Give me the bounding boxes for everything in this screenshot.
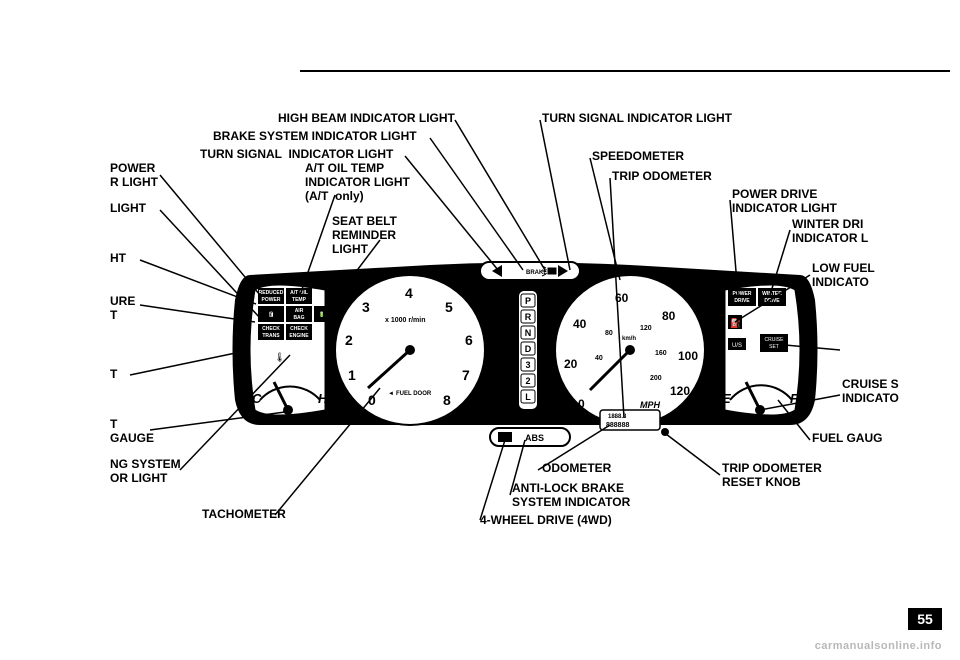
svg-text:120: 120	[640, 325, 652, 332]
label-at-oil: A/T OIL TEMP INDICATOR LIGHT (A/T only)	[305, 162, 410, 203]
svg-text:🛢: 🛢	[268, 311, 274, 318]
svg-text:1: 1	[348, 367, 356, 383]
label-abs: ANTI-LOCK BRAKE SYSTEM INDICATOR	[512, 482, 630, 510]
label-tachometer: TACHOMETER	[202, 508, 286, 522]
svg-text:0: 0	[578, 397, 585, 411]
label-cruise: CRUISE S INDICATO	[842, 378, 899, 406]
svg-text:4: 4	[405, 285, 413, 301]
svg-text:6: 6	[465, 332, 473, 348]
label-seatbelt: SEAT BELT REMINDER LIGHT	[332, 215, 397, 256]
svg-text:km/h: km/h	[622, 336, 636, 342]
svg-text:2: 2	[525, 376, 530, 386]
svg-text:MPH: MPH	[640, 400, 661, 410]
label-4wd: 4-WHEEL DRIVE (4WD)	[480, 514, 612, 528]
label-odometer: ODOMETER	[542, 462, 611, 476]
label-high-beam: HIGH BEAM INDICATOR LIGHT	[278, 112, 455, 126]
top-rule	[300, 70, 950, 72]
svg-text:x 1000 r/min: x 1000 r/min	[385, 317, 425, 324]
svg-text:100: 100	[678, 349, 698, 363]
svg-text:3: 3	[525, 360, 530, 370]
svg-text:R: R	[525, 312, 532, 322]
svg-text:ENGINE: ENGINE	[289, 333, 309, 339]
svg-text:H: H	[318, 391, 328, 406]
svg-text:AIR: AIR	[295, 308, 304, 314]
svg-text:POWER: POWER	[733, 291, 752, 297]
svg-text:E: E	[722, 391, 731, 406]
label-charging: NG SYSTEM OR LIGHT	[110, 458, 181, 486]
svg-text:◄: ◄	[388, 391, 394, 397]
manual-page: BRAKE 0 1 2 3 4 5 6 7 8 x 1000 r/min ◄ F…	[0, 0, 960, 660]
svg-text:U/S: U/S	[732, 343, 742, 349]
svg-text:DRIVE: DRIVE	[734, 298, 750, 304]
svg-text:CHECK: CHECK	[290, 326, 308, 332]
svg-text:REDUCED: REDUCED	[259, 290, 284, 296]
svg-text:40: 40	[595, 355, 603, 362]
svg-text:CHECK: CHECK	[262, 326, 280, 332]
svg-text:160: 160	[655, 350, 667, 357]
svg-text:7: 7	[462, 367, 470, 383]
svg-text:D: D	[525, 344, 532, 354]
svg-text:FUEL DOOR: FUEL DOOR	[396, 391, 432, 397]
svg-text:80: 80	[662, 309, 676, 323]
svg-text:P: P	[525, 296, 531, 306]
label-light-partial: LIGHT	[110, 202, 146, 216]
label-gauge: T GAUGE	[110, 418, 154, 446]
label-ure: URE T	[110, 295, 135, 323]
page-number: 55	[908, 608, 942, 630]
label-low-fuel: LOW FUEL INDICATO	[812, 262, 875, 290]
svg-text:L: L	[525, 392, 531, 402]
label-ht: HT	[110, 252, 126, 266]
label-fuel-gauge: FUEL GAUG	[812, 432, 882, 446]
label-trip-reset: TRIP ODOMETER RESET KNOB	[722, 462, 822, 490]
svg-text:🔋: 🔋	[319, 311, 325, 318]
svg-text:3: 3	[362, 299, 370, 315]
watermark: carmanualsonline.info	[815, 640, 942, 652]
svg-text:POWER: POWER	[262, 297, 281, 303]
label-winter: WINTER DRI INDICATOR L	[792, 218, 868, 246]
svg-text:8: 8	[443, 392, 451, 408]
svg-text:200: 200	[650, 375, 662, 382]
label-power-drive: POWER DRIVE INDICATOR LIGHT	[732, 188, 837, 216]
instrument-cluster-figure: BRAKE 0 1 2 3 4 5 6 7 8 x 1000 r/min ◄ F…	[110, 100, 950, 540]
label-turn-right: TURN SIGNAL INDICATOR LIGHT	[542, 112, 732, 126]
svg-text:SET: SET	[769, 344, 779, 350]
svg-text:A/T OIL: A/T OIL	[290, 290, 308, 296]
svg-text:2: 2	[345, 332, 353, 348]
label-brake-sys: BRAKE SYSTEM INDICATOR LIGHT	[213, 130, 417, 144]
label-trip-odometer: TRIP ODOMETER	[612, 170, 712, 184]
label-power-light: POWER R LIGHT	[110, 162, 158, 190]
label-t: T	[110, 368, 117, 382]
cluster-svg: BRAKE 0 1 2 3 4 5 6 7 8 x 1000 r/min ◄ F…	[110, 100, 950, 540]
svg-text:5: 5	[445, 299, 453, 315]
svg-text:20: 20	[564, 357, 578, 371]
svg-text:120: 120	[670, 384, 690, 398]
svg-text:TEMP: TEMP	[292, 297, 307, 303]
label-turn-left: TURN SIGNAL INDICATOR LIGHT	[200, 148, 393, 162]
svg-text:BAG: BAG	[293, 315, 304, 321]
svg-text:N: N	[525, 328, 532, 338]
svg-text:80: 80	[605, 330, 613, 337]
svg-text:40: 40	[573, 317, 587, 331]
svg-text:TRANS: TRANS	[262, 333, 280, 339]
label-speedometer: SPEEDOMETER	[592, 150, 684, 164]
svg-text:ABS: ABS	[525, 433, 544, 443]
svg-text:CRUISE: CRUISE	[765, 337, 785, 343]
